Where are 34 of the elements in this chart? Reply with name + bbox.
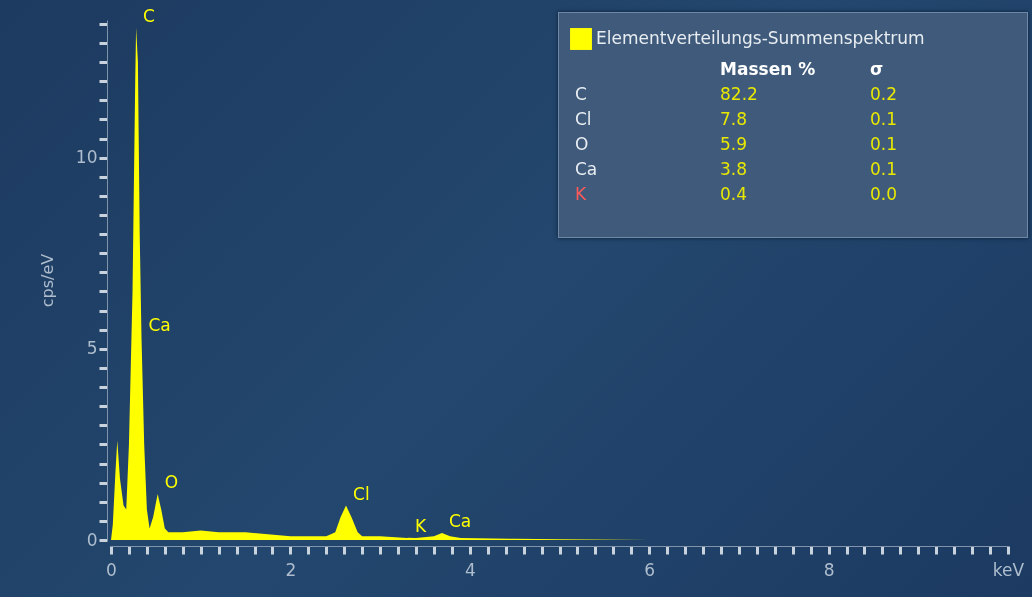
annotation: Ca — [148, 315, 171, 336]
annotation: Ca — [448, 511, 472, 532]
legend-label: Elementverteilungs-Summenspektrum — [596, 28, 925, 48]
annotation: 82.2 — [720, 84, 759, 104]
x-tick-label: 0 — [106, 559, 117, 580]
annotation: 0.0 — [870, 184, 899, 204]
annotation: Ca — [575, 159, 599, 179]
x-tick-label: 4 — [464, 559, 476, 580]
annotation: 0.1 — [870, 109, 899, 129]
y-tick-label: 0 — [86, 529, 98, 550]
annotation: C — [143, 5, 155, 26]
annotation: 0.2 — [870, 84, 899, 104]
annotation: Cl — [353, 483, 370, 504]
x-tick-label: 6 — [644, 559, 656, 580]
annotation: 5.9 — [720, 134, 749, 154]
annotation: 0.4 — [720, 184, 749, 204]
annotation: 0.1 — [870, 134, 899, 154]
annotation: 0.1 — [870, 159, 899, 179]
y-axis-title: cps/eV — [37, 253, 57, 308]
x-tick-label: 2 — [285, 559, 297, 580]
x-tick-label: 8 — [823, 559, 835, 580]
annotation: Cl — [575, 109, 593, 129]
y-tick-label: 5 — [86, 338, 98, 359]
annotation: C — [575, 84, 588, 104]
y-tick-label: 10 — [75, 147, 98, 168]
annotation: σ — [870, 59, 885, 79]
annotation: Massen % — [720, 59, 817, 79]
x-tick-label: keV — [992, 559, 1025, 580]
annotation: 3.8 — [720, 159, 749, 179]
annotation: O — [164, 472, 179, 493]
annotation: K — [414, 515, 427, 536]
annotation: K — [575, 184, 588, 204]
annotation: 7.8 — [720, 109, 749, 129]
annotation: O — [575, 134, 590, 154]
